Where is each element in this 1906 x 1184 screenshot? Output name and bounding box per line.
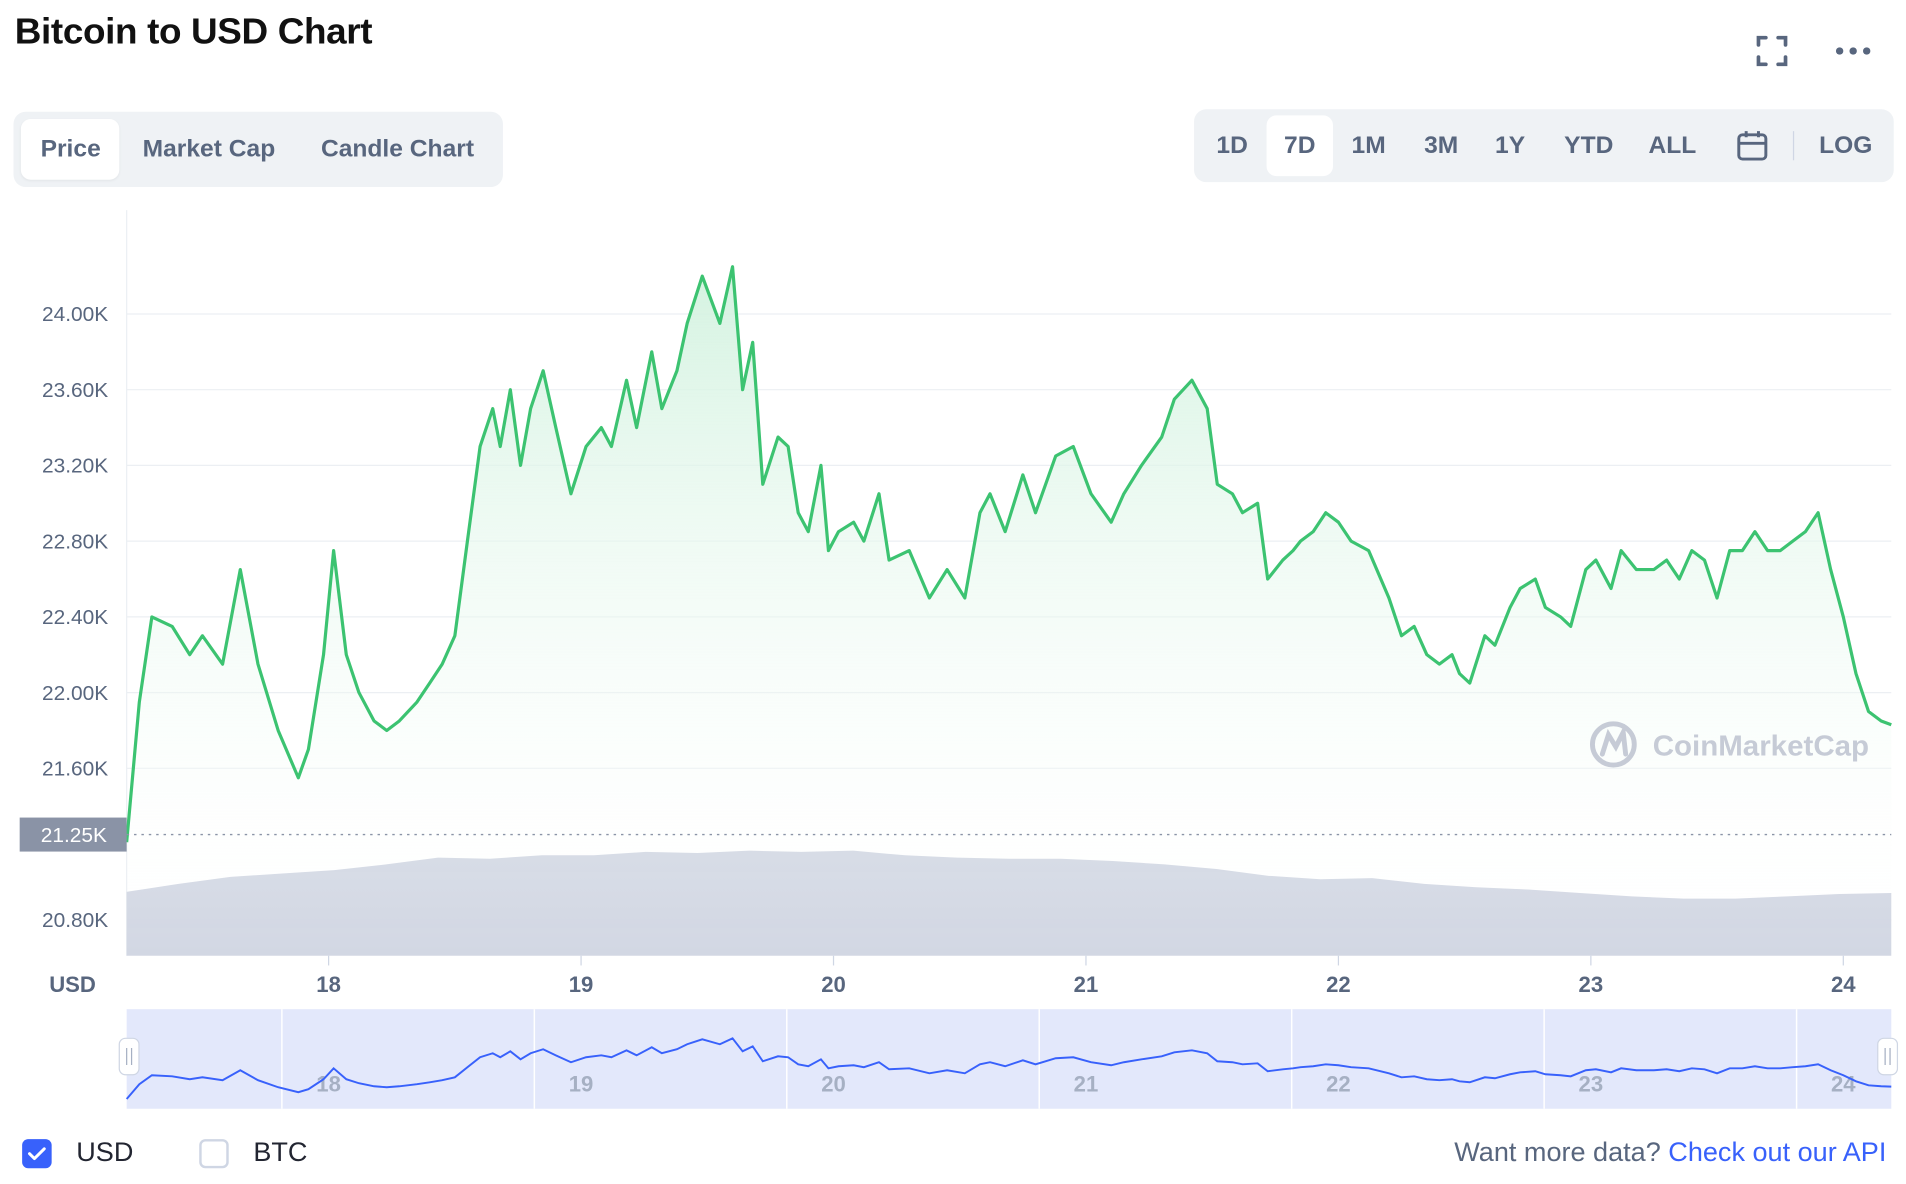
x-tick-label: 21: [1074, 972, 1099, 997]
navigator-tick-label: 20: [821, 1072, 846, 1097]
navigator-tick-label: 18: [316, 1072, 341, 1097]
x-tick-label: 24: [1831, 972, 1856, 997]
navigator-tick-label: 23: [1579, 1072, 1604, 1097]
btc-label[interactable]: BTC: [253, 1136, 308, 1168]
page-title: Bitcoin to USD Chart: [14, 12, 373, 53]
usd-checkbox[interactable]: [22, 1139, 52, 1169]
y-tick-label: 22.40K: [42, 606, 108, 629]
x-tick-label: 22: [1326, 972, 1351, 997]
price-area-fill: [126, 266, 1892, 956]
btc-checkbox[interactable]: [199, 1139, 229, 1169]
y-tick-label: 22.80K: [42, 531, 108, 554]
range-tab-3m[interactable]: 3M: [1424, 132, 1459, 160]
y-tick-label: 21.60K: [42, 758, 108, 781]
api-prompt: Want more data?: [1454, 1136, 1661, 1168]
y-tick-label: 20.80K: [42, 909, 108, 932]
usd-label[interactable]: USD: [76, 1136, 134, 1168]
y-axis-unit: USD: [49, 972, 96, 997]
range-tab-1m[interactable]: 1M: [1351, 132, 1386, 160]
log-toggle[interactable]: LOG: [1819, 132, 1873, 160]
x-tick-label: 20: [821, 972, 846, 997]
y-tick-label: 22.00K: [42, 682, 108, 705]
x-tick-label: 19: [569, 972, 594, 997]
api-promo: Want more data? Check out our API: [1454, 1137, 1886, 1169]
y-tick-label: 23.20K: [42, 455, 108, 478]
x-tick-label: 18: [316, 972, 341, 997]
navigator-handle-right[interactable]: [1877, 1037, 1899, 1076]
tab-candle-chart[interactable]: Candle Chart: [320, 136, 475, 163]
range-tab-7d[interactable]: 7D: [1266, 115, 1333, 177]
range-divider: [1792, 131, 1795, 161]
more-horizontal-icon[interactable]: [1835, 43, 1872, 58]
navigator-tick-label: 21: [1074, 1072, 1099, 1097]
current-price-badge: [19, 817, 127, 852]
range-tab-1y[interactable]: 1Y: [1495, 132, 1526, 160]
coinmarketcap-logo: CoinMarketCap: [1590, 721, 1869, 768]
watermark-text: CoinMarketCap: [1653, 730, 1869, 763]
navigator-tick-label: 19: [569, 1072, 594, 1097]
y-tick-label: 23.60K: [42, 379, 108, 402]
navigator-tick-label: 22: [1326, 1072, 1351, 1097]
range-tab-all[interactable]: ALL: [1648, 132, 1697, 160]
range-tab-ytd[interactable]: YTD: [1564, 132, 1614, 160]
current-price-label: 21.25K: [41, 824, 107, 847]
expand-icon[interactable]: [1755, 34, 1789, 68]
watermark-glyph: [1599, 723, 1629, 757]
range-tab-1d[interactable]: 1D: [1216, 132, 1248, 160]
navigator-background: [126, 1009, 1892, 1109]
tab-price[interactable]: Price: [20, 119, 120, 180]
watermark-circle: [1590, 721, 1637, 768]
chart-view-tabs: Price Market Cap Candle Chart: [13, 111, 503, 188]
check-icon: [28, 1147, 46, 1160]
y-tick-label: 24.00K: [42, 303, 108, 326]
api-link[interactable]: Check out our API: [1668, 1136, 1887, 1168]
range-navigator: 18 19 20 21 22 23 24: [118, 1009, 1899, 1109]
price-chart[interactable]: 24.00K 23.60K 23.20K 22.80K 22.40K 22.00K 21.6…: [0, 200, 1906, 1117]
navigator-handle-left[interactable]: [118, 1037, 140, 1076]
x-tick-label: 23: [1579, 972, 1604, 997]
price-line: [125, 265, 1892, 843]
navigator-line: [125, 1037, 1892, 1100]
time-range-tabs: 1D 7D 1M 3M 1Y YTD ALL LOG: [1194, 109, 1894, 183]
calendar-icon[interactable]: [1725, 115, 1779, 176]
tab-market-cap[interactable]: Market Cap: [142, 136, 276, 163]
